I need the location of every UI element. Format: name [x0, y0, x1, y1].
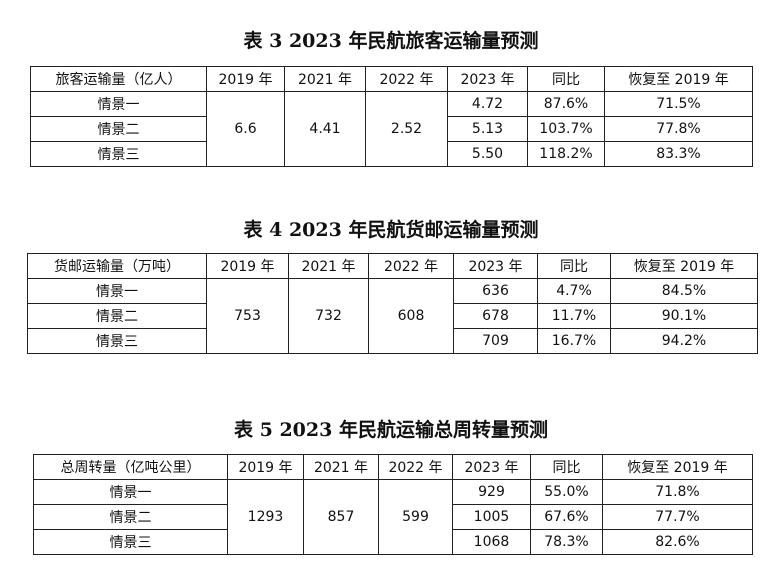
scenario-cell: 情景三	[33, 529, 228, 555]
header-cell: 恢复至 2019 年	[604, 66, 753, 92]
header-cell: 2019 年	[206, 253, 289, 279]
value-cell: 78.3%	[530, 529, 603, 555]
merged-cell: 4.41	[284, 91, 366, 167]
value-cell: 67.6%	[530, 504, 603, 530]
scenario-cell: 情景二	[27, 303, 207, 329]
table-title: 表 4 2023 年民航货邮运输量预测	[243, 219, 539, 241]
scenario-cell: 情景一	[27, 278, 207, 304]
data-row: 情景三 709 16.7% 94.2%	[27, 328, 758, 354]
value-cell: 4.7%	[537, 278, 611, 304]
value-cell: 929	[452, 479, 531, 505]
value-cell: 83.3%	[604, 141, 753, 167]
value-cell: 82.6%	[602, 529, 753, 555]
header-cell: 2022 年	[378, 454, 453, 480]
merged-cell: 2.52	[365, 91, 448, 167]
value-cell: 5.13	[447, 116, 528, 142]
data-row: 情景一 6.6 4.41 2.52 4.72 87.6% 71.5%	[30, 91, 753, 167]
header-cell: 2022 年	[365, 66, 448, 92]
value-cell: 90.1%	[610, 303, 758, 329]
value-cell: 16.7%	[537, 328, 611, 354]
value-cell: 84.5%	[610, 278, 758, 304]
value-cell: 87.6%	[527, 91, 605, 117]
value-cell: 678	[453, 303, 538, 329]
header-cell: 2019 年	[227, 454, 304, 480]
data-row: 情景一 753 732 608 636 4.7% 84.5%	[27, 278, 758, 354]
value-cell: 636	[453, 278, 538, 304]
merged-cell: 732	[288, 278, 369, 354]
scenario-cell: 情景二	[33, 504, 228, 530]
merged-cell: 599	[378, 479, 453, 555]
header-row: 总周转量（亿吨公里） 2019 年 2021 年 2022 年 2023 年同比 恢复至 …	[33, 454, 753, 480]
value-cell: 11.7%	[537, 303, 611, 329]
value-cell: 4.72	[447, 91, 528, 117]
value-cell: 77.8%	[604, 116, 753, 142]
header-row: 货邮运输量（万吨） 2019 年 2021 年 2022 年 2023 年同比 恢复至 2…	[27, 253, 758, 279]
header-cell: 同比	[530, 454, 603, 480]
value-cell: 71.8%	[602, 479, 753, 505]
data-row: 情景三 1068 78.3% 82.6%	[33, 529, 753, 555]
table: 货邮运输量（万吨） 2019 年 2021 年 2022 年 2023 年同比 恢复至 2…	[27, 253, 758, 354]
value-cell: 5.50	[447, 141, 528, 167]
header-cell: 旅客运输量（亿人）	[30, 66, 207, 92]
header-row: 旅客运输量（亿人） 2019 年 2021 年 2022 年 2023 年同比 恢复至 2…	[30, 66, 753, 92]
value-cell: 1068	[452, 529, 531, 555]
scenario-cell: 情景三	[27, 328, 207, 354]
value-cell: 71.5%	[604, 91, 753, 117]
header-cell: 恢复至 2019 年	[602, 454, 753, 480]
value-cell: 709	[453, 328, 538, 354]
value-cell: 55.0%	[530, 479, 603, 505]
merged-cell: 857	[303, 479, 379, 555]
header-cell: 恢复至 2019 年	[610, 253, 758, 279]
data-row: 情景三 5.50 118.2% 83.3%	[30, 141, 753, 167]
header-cell: 同比	[537, 253, 611, 279]
value-cell: 103.7%	[527, 116, 605, 142]
data-row: 情景二 1005 67.6% 77.7%	[33, 504, 753, 530]
scenario-cell: 情景一	[33, 479, 228, 505]
value-cell: 77.7%	[602, 504, 753, 530]
header-cell: 2021 年	[303, 454, 379, 480]
header-cell: 2021 年	[284, 66, 366, 92]
table: 总周转量（亿吨公里） 2019 年 2021 年 2022 年 2023 年同比 恢复至 …	[33, 454, 753, 555]
data-row: 情景一 1293 857 599 929 55.0% 71.8%	[33, 479, 753, 555]
value-cell: 118.2%	[527, 141, 605, 167]
merged-cell: 608	[368, 278, 454, 354]
data-row: 情景二 678 11.7% 90.1%	[27, 303, 758, 329]
header-cell: 2021 年	[288, 253, 369, 279]
data-row: 情景二 5.13 103.7% 77.8%	[30, 116, 753, 142]
table-title: 表 3 2023 年民航旅客运输量预测	[243, 30, 539, 52]
value-cell: 1005	[452, 504, 531, 530]
header-cell: 2019 年	[206, 66, 285, 92]
scenario-cell: 情景三	[30, 141, 207, 167]
table: 旅客运输量（亿人） 2019 年 2021 年 2022 年 2023 年同比 恢复至 2…	[30, 66, 753, 167]
table-title: 表 5 2023 年民航运输总周转量预测	[234, 419, 548, 441]
header-cell: 货邮运输量（万吨）	[27, 253, 207, 279]
header-cell: 2023 年	[453, 253, 538, 279]
header-cell: 同比	[527, 66, 605, 92]
header-cell: 2023 年	[452, 454, 531, 480]
scenario-cell: 情景一	[30, 91, 207, 117]
merged-cell: 753	[206, 278, 289, 354]
header-cell: 2023 年	[447, 66, 528, 92]
value-cell: 94.2%	[610, 328, 758, 354]
merged-cell: 6.6	[206, 91, 285, 167]
merged-cell: 1293	[227, 479, 304, 555]
header-cell: 总周转量（亿吨公里）	[33, 454, 228, 480]
scenario-cell: 情景二	[30, 116, 207, 142]
header-cell: 2022 年	[368, 253, 454, 279]
